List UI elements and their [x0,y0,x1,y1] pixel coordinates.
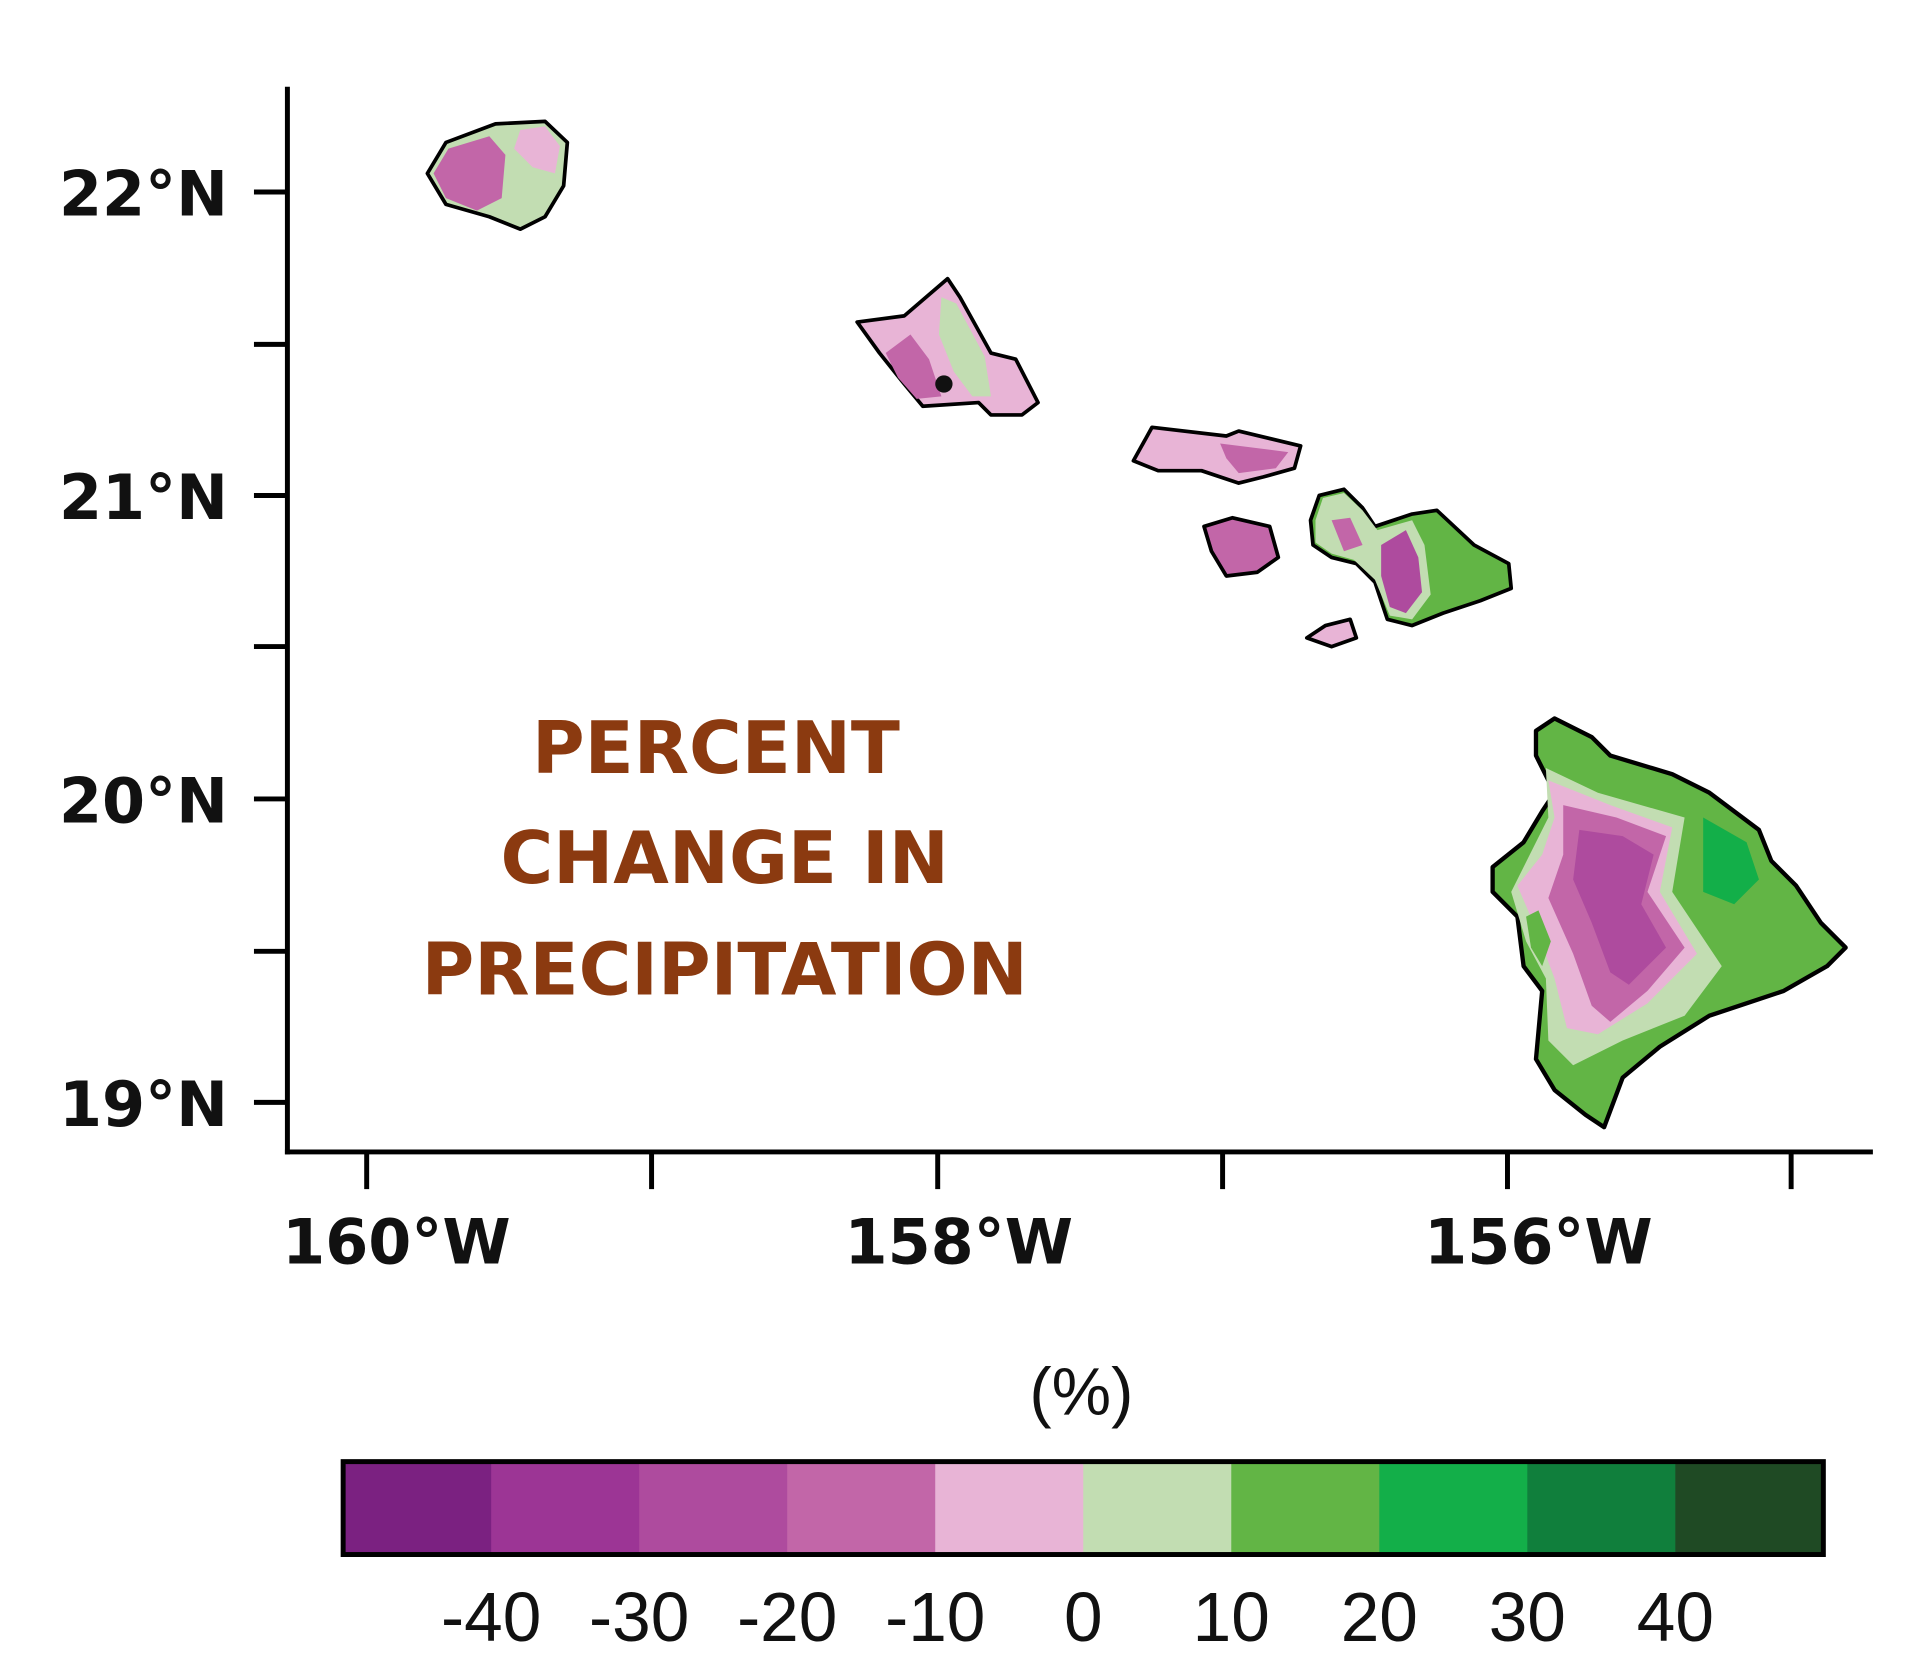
colorbar-swatch [787,1461,936,1555]
colorbar-swatch [1231,1461,1380,1555]
lat-label: 21°N [59,462,228,534]
island-maui [1308,487,1514,628]
lon-labels: 160°W 158°W 156°W [282,1206,1653,1278]
island-kahoolawe [1304,617,1359,649]
lon-label: 158°W [844,1206,1073,1278]
colorbar-swatch [343,1461,492,1555]
colorbar-unit-label: (%) [1029,1355,1133,1430]
map-title: PERCENT CHANGE IN PRECIPITATION [422,706,1028,1012]
colorbar-swatch [1527,1461,1676,1555]
island-molokai [1131,425,1303,485]
colorbar-tick-label: -10 [885,1578,985,1656]
island-oahu [855,276,1040,417]
axes [253,86,1873,1190]
lon-label: 156°W [1424,1206,1653,1278]
lat-label: 19°N [59,1069,228,1141]
islands [425,119,1848,1130]
colorbar-swatch [1083,1461,1232,1555]
colorbar-tick-labels: -40 -30 -20 -10 0 10 20 30 40 [441,1578,1714,1656]
title-line: PRECIPITATION [422,928,1028,1012]
colorbar-swatch [1675,1461,1824,1555]
colorbar-tick-label: 20 [1341,1578,1418,1656]
colorbar-swatch [639,1461,788,1555]
colorbar-tick-label: 40 [1637,1578,1714,1656]
lat-label: 20°N [59,765,228,837]
island-hawaii [1490,716,1848,1130]
title-line: PERCENT [532,706,900,790]
island-lanai [1202,515,1281,578]
colorbar-border [340,1459,1826,1557]
lat-label: 22°N [59,159,228,231]
colorbar-swatch [1379,1461,1528,1555]
island-kauai [425,119,570,232]
title-line: CHANGE IN [500,816,948,900]
lat-labels: 22°N 21°N 20°N 19°N [59,159,228,1141]
colorbar-swatch [491,1461,640,1555]
lon-label: 160°W [282,1206,511,1278]
colorbar-tick-label: 0 [1064,1578,1103,1656]
colorbar [343,1461,1824,1555]
colorbar-tick-label: -40 [441,1578,541,1656]
colorbar-tick-label: 30 [1489,1578,1566,1656]
colorbar-tick-label: 10 [1193,1578,1270,1656]
colorbar-tick-label: -30 [589,1578,689,1656]
colorbar-tick-label: -20 [737,1578,837,1656]
colorbar-swatch [935,1461,1084,1555]
